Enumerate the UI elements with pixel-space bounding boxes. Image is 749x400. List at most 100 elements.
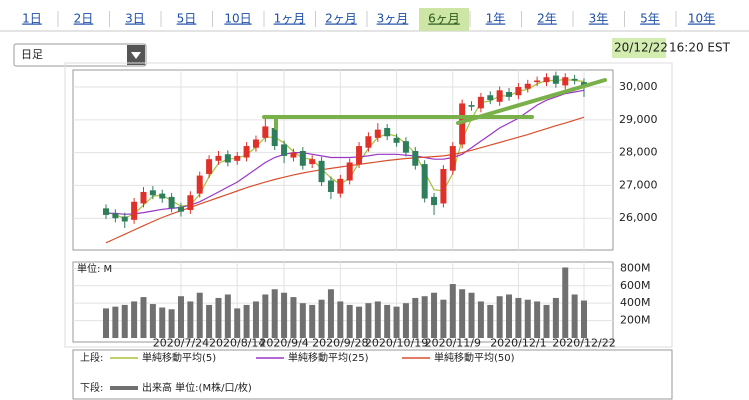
x-tick-label: 2020/9/4 (259, 337, 308, 350)
volume-bar (534, 301, 541, 338)
candle-body (159, 193, 166, 199)
legend-upper-label: 上段: (80, 351, 103, 364)
candle-body (365, 136, 372, 148)
legend-label: 単純移動平均(50) (434, 351, 515, 364)
volume-tick-label: 800M (620, 261, 651, 274)
tab[interactable]: 1ヶ月 (274, 12, 306, 26)
volume-tick-label: 200M (620, 314, 651, 327)
volume-bar (487, 304, 494, 338)
volume-bar (412, 297, 419, 338)
tab[interactable]: 3ヶ月 (377, 12, 409, 26)
volume-bar (524, 299, 531, 338)
candle-body (412, 150, 419, 166)
volume-bar (468, 292, 475, 338)
tab[interactable]: 1年 (486, 12, 506, 26)
volume-bar (131, 301, 138, 338)
candle-body (571, 78, 578, 81)
candle-body (206, 159, 213, 174)
candle-body (327, 180, 334, 192)
candle-body (262, 126, 269, 138)
volume-bar (299, 303, 306, 338)
tab[interactable]: 3年 (589, 12, 609, 26)
legend-label: 単純移動平均(5) (142, 351, 216, 364)
price-panel (72, 69, 614, 251)
candle-body (121, 216, 128, 222)
tab-selected-bg (419, 8, 469, 31)
candle-body (224, 154, 231, 163)
tab[interactable]: 2日 (74, 12, 94, 26)
volume-bar (103, 308, 109, 338)
y-tick-label: 28,000 (619, 146, 658, 159)
dropdown-arrow (131, 52, 141, 59)
y-tick-label: 26,000 (619, 211, 658, 224)
x-tick-label: 2020/11/9 (425, 337, 481, 350)
tab[interactable]: 2ヶ月 (325, 12, 357, 26)
candle-body (543, 77, 550, 83)
candle-body (337, 178, 344, 194)
volume-bar (356, 306, 363, 338)
volume-bar (459, 289, 466, 338)
candle-body (562, 77, 569, 86)
volume-bar (149, 304, 156, 338)
candle-body (440, 169, 447, 204)
volume-bar (515, 297, 522, 338)
tab[interactable]: 5日 (177, 12, 197, 26)
chart-frame (64, 62, 673, 348)
tab[interactable]: 5年 (640, 12, 660, 26)
volume-bar (281, 292, 288, 338)
time: 16:20 EST (669, 41, 731, 55)
volume-bar (168, 309, 175, 338)
tab[interactable]: 2年 (537, 12, 557, 26)
candle-body (243, 146, 250, 158)
candle-body (271, 128, 278, 147)
volume-bar (421, 296, 428, 338)
candle-body (234, 155, 241, 161)
volume-bar (159, 307, 166, 338)
candle-body (393, 137, 400, 143)
volume-bar (431, 292, 438, 338)
volume-bar (346, 304, 353, 338)
candle-body (149, 190, 156, 196)
dropdown[interactable] (13, 43, 147, 67)
volume-bar (374, 301, 381, 338)
moving-average-line (106, 89, 585, 215)
candle-body (103, 208, 109, 215)
volume-bar (402, 303, 409, 338)
volume-bar (384, 304, 391, 338)
candle-body (309, 159, 316, 165)
volume-bar (252, 301, 259, 338)
candle-body (384, 128, 391, 137)
candle-body (290, 152, 297, 158)
date-highlight (612, 38, 666, 58)
volume-bar (187, 301, 194, 338)
tab[interactable]: 10日 (224, 12, 251, 26)
volume-bar (327, 289, 334, 338)
y-tick-label: 27,000 (619, 178, 658, 191)
x-tick-label: 2020/12/1 (490, 337, 546, 350)
candle-body (177, 206, 184, 212)
y-tick-label: 30,000 (619, 80, 658, 93)
moving-average-line (105, 78, 585, 219)
tab[interactable]: 1日 (22, 12, 42, 26)
volume-bar (562, 267, 569, 338)
drawn-trendlines (262, 78, 607, 130)
volume-bar (177, 296, 184, 338)
candle-body (421, 164, 428, 199)
moving-average-line (105, 116, 585, 244)
volume-bar (234, 308, 241, 338)
volume-bar (262, 294, 269, 338)
candle-body (187, 195, 194, 210)
volume-bar (496, 296, 503, 338)
volume-bar (581, 300, 587, 338)
tab[interactable]: 10年 (688, 12, 715, 26)
volume-bar (337, 301, 344, 338)
volume-bar (140, 297, 147, 338)
volume-bar (543, 304, 550, 338)
tab[interactable]: 3日 (125, 12, 145, 26)
candle-body (346, 162, 353, 181)
legend-label: 単純移動平均(25) (288, 351, 369, 364)
tab[interactable]: 6ヶ月 (428, 12, 460, 26)
candle-body (318, 160, 325, 183)
volume-bar (290, 297, 297, 338)
